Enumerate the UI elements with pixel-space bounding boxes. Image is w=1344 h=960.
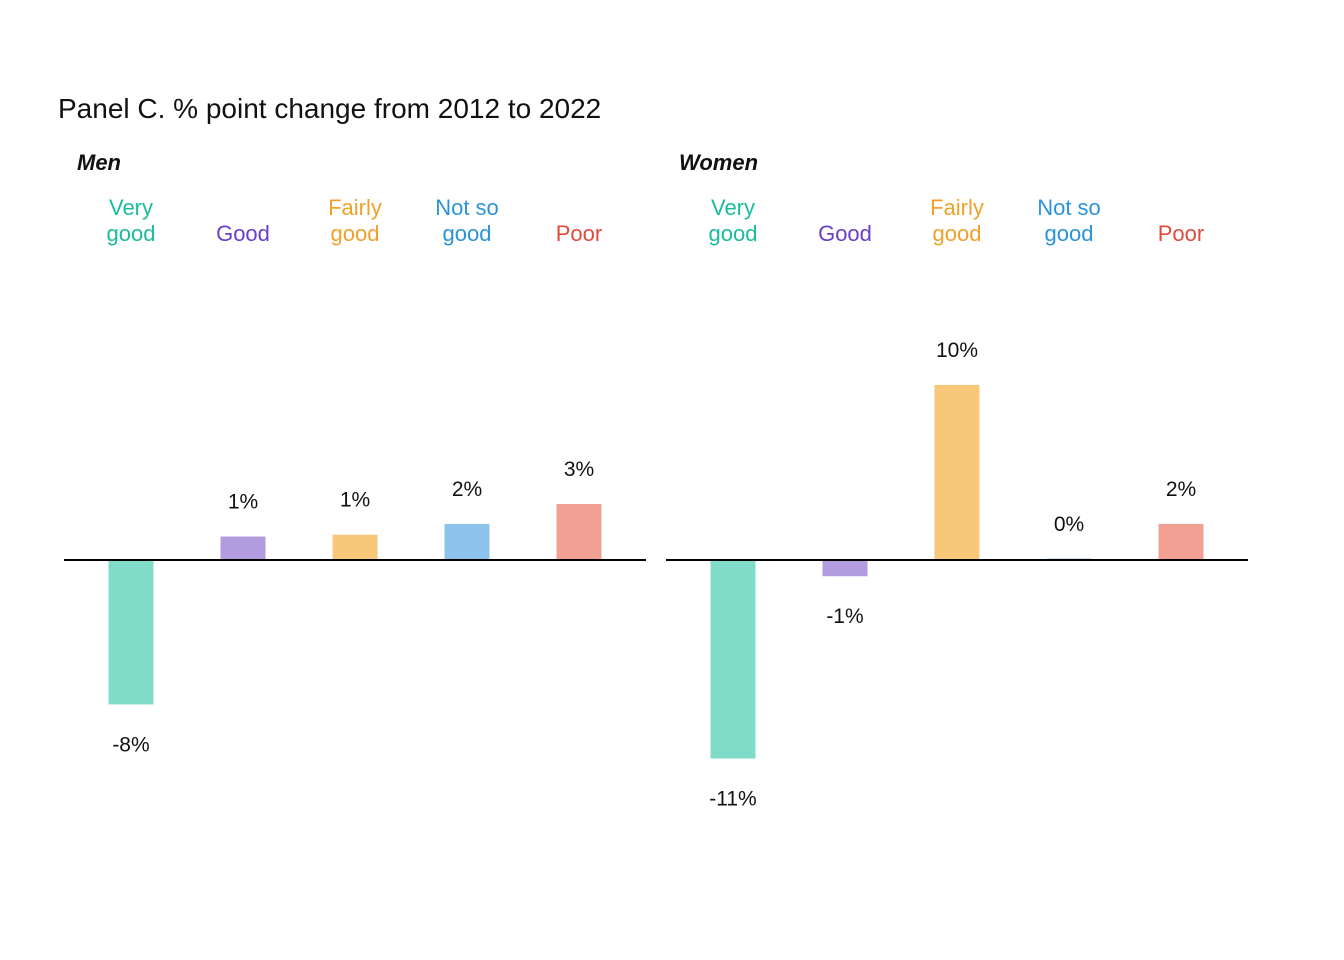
category-label: good (933, 221, 982, 246)
bar (710, 560, 756, 759)
category-label: Very (711, 195, 755, 220)
category-label: good (709, 221, 758, 246)
category-label: Good (818, 221, 872, 246)
category-label: Not so (1037, 195, 1101, 220)
bar (108, 560, 154, 705)
category-label: Fairly (328, 195, 382, 220)
bar (822, 560, 868, 577)
data-label: -8% (112, 733, 149, 756)
category-label: good (1045, 221, 1094, 246)
category-label: good (443, 221, 492, 246)
bar (934, 384, 980, 560)
data-label: -1% (826, 605, 863, 628)
panel-title: Women (679, 150, 758, 175)
bar (556, 504, 602, 560)
data-label: 3% (564, 458, 594, 481)
bar (220, 536, 266, 560)
bar (332, 534, 378, 560)
data-label: 2% (452, 478, 482, 501)
category-label: Not so (435, 195, 499, 220)
data-label: 1% (228, 491, 258, 514)
panel-women: WomenVerygood-11%Good-1%Fairlygood10%Not… (666, 150, 1248, 811)
category-label: Poor (556, 221, 602, 246)
data-label: 2% (1166, 478, 1196, 501)
data-label: 1% (340, 489, 370, 512)
data-label: 10% (936, 339, 978, 362)
category-label: Good (216, 221, 270, 246)
bar (444, 523, 490, 560)
bar (1158, 523, 1204, 560)
chart-title: Panel C. % point change from 2012 to 202… (58, 93, 601, 124)
category-label: good (331, 221, 380, 246)
category-label: Poor (1158, 221, 1204, 246)
data-label: 0% (1054, 513, 1084, 536)
category-label: good (107, 221, 156, 246)
category-label: Fairly (930, 195, 984, 220)
panel-title: Men (77, 150, 121, 175)
data-label: -11% (709, 788, 756, 811)
category-label: Very (109, 195, 153, 220)
